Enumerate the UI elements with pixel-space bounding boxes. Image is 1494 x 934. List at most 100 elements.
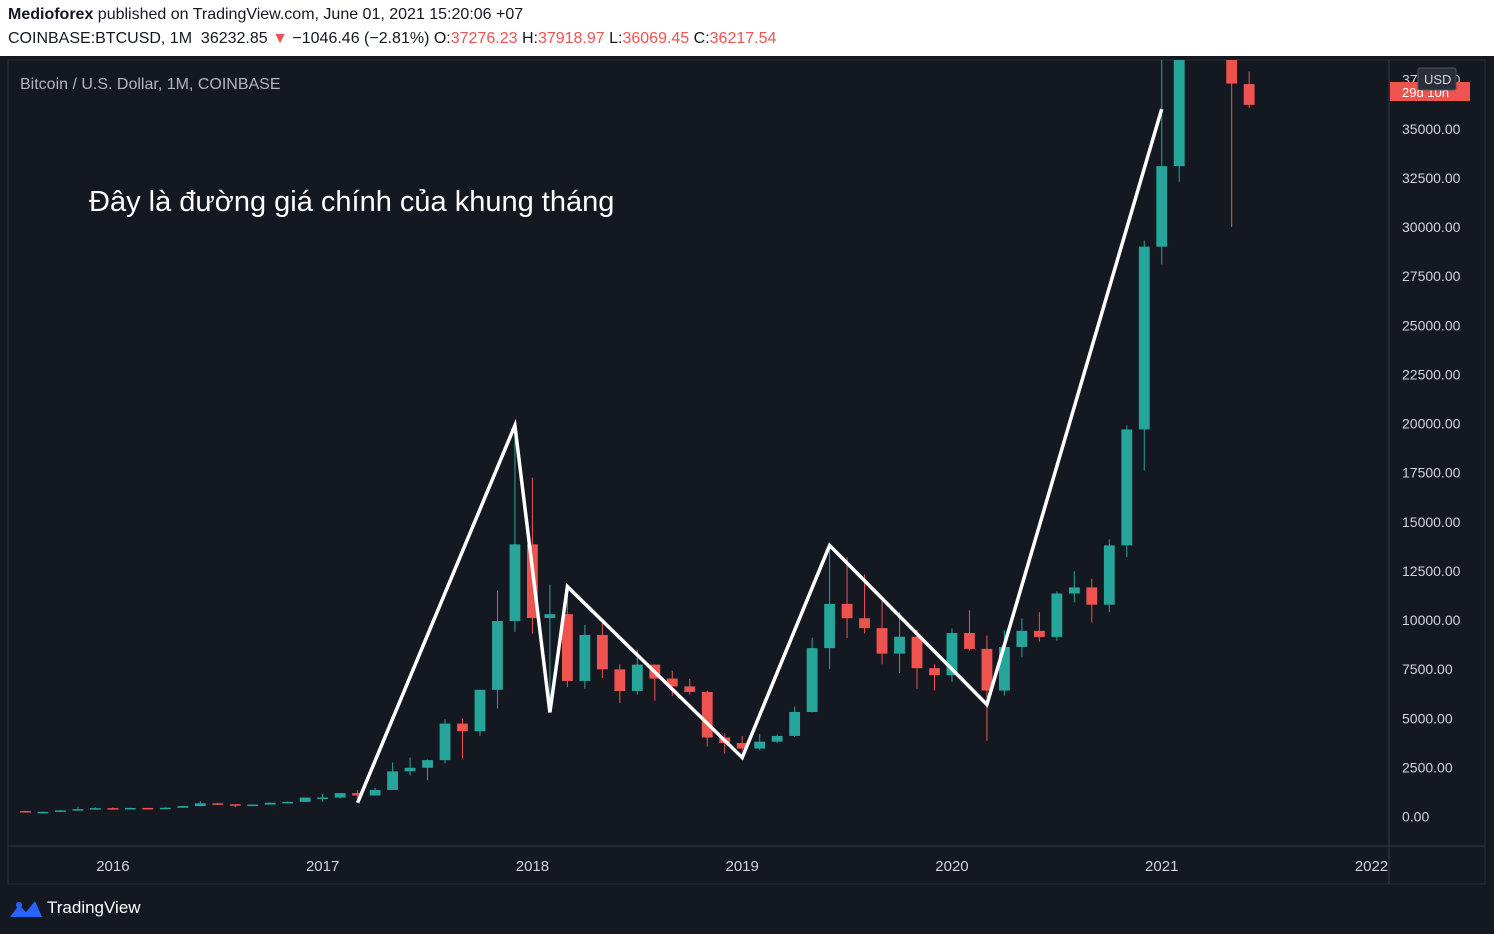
candle <box>1033 612 1045 642</box>
candle-body <box>1121 429 1133 546</box>
candle-body <box>55 810 66 812</box>
candle <box>159 807 171 810</box>
y-tick-label: 32500.00 <box>1402 170 1461 186</box>
candle-body <box>37 811 49 814</box>
candle-body <box>124 807 136 810</box>
candle <box>1243 71 1255 108</box>
candle-body <box>736 743 748 749</box>
candle-body <box>998 646 1010 691</box>
down-arrow-icon: ▼ <box>272 30 288 47</box>
x-tick-label: 2017 <box>306 858 339 875</box>
candle <box>1138 240 1150 471</box>
annotation-text: Đây là đường giá chính của khung tháng <box>89 186 614 218</box>
candle-body <box>194 803 206 807</box>
candle <box>859 574 870 634</box>
candle-body <box>317 797 329 800</box>
candle <box>124 807 136 810</box>
candle-body <box>1138 246 1150 430</box>
price-chart[interactable]: 0.00 2500.00 5000.00 7500.00 10000.00 12500.0… <box>0 56 1494 885</box>
candle-body <box>299 797 311 802</box>
candle-body <box>72 809 84 811</box>
y-tick-label: 22500.00 <box>1402 366 1461 382</box>
candle <box>282 801 294 804</box>
close-label: C: <box>693 30 710 47</box>
candle-body <box>666 678 678 687</box>
candle-body <box>1243 84 1255 105</box>
candle <box>142 807 154 810</box>
candle <box>212 802 224 805</box>
candle <box>544 584 556 699</box>
y-tick-label: 2500.00 <box>1402 759 1453 775</box>
candle-body <box>771 735 783 742</box>
tradingview-brand[interactable]: TradingView <box>47 898 141 917</box>
candle <box>177 805 189 808</box>
y-tick-label: 10000.00 <box>1402 612 1461 628</box>
candle <box>666 670 678 696</box>
candle <box>439 719 451 764</box>
x-tick-label: 2022 <box>1355 858 1388 875</box>
candle-body <box>1016 630 1028 647</box>
candle-body <box>404 767 416 772</box>
chart-title: Bitcoin / U.S. Dollar, 1M, COINBASE <box>20 76 281 93</box>
x-tick-label: 2021 <box>1145 858 1178 875</box>
candle <box>422 759 433 781</box>
x-tick-label: 2018 <box>516 858 549 875</box>
candle-body <box>806 648 818 712</box>
candle-body <box>1051 593 1063 637</box>
candle-body <box>684 686 696 692</box>
candle <box>89 807 101 810</box>
candle-body <box>177 806 189 808</box>
candle-body <box>264 802 276 805</box>
candle <box>1226 60 1238 228</box>
candle <box>492 590 503 709</box>
candle <box>37 811 49 814</box>
candle-body <box>159 807 171 810</box>
tradingview-logo-icon[interactable] <box>8 897 44 921</box>
candle <box>561 586 573 687</box>
candle <box>72 806 84 811</box>
candle-body <box>369 789 381 796</box>
candle-body <box>544 614 556 619</box>
candle-body <box>492 621 503 690</box>
candle-body <box>212 803 224 805</box>
candle-body <box>1033 630 1045 637</box>
candle-body <box>352 793 364 796</box>
candle-body <box>247 804 259 807</box>
candle <box>107 807 119 810</box>
candle <box>55 810 66 812</box>
candle-body <box>841 603 853 619</box>
candle-body <box>20 811 31 813</box>
candle-body <box>107 808 119 810</box>
low-label: L: <box>609 30 623 47</box>
y-tick-label: 17500.00 <box>1402 465 1461 481</box>
candle-body <box>824 603 836 649</box>
candle-body <box>876 628 888 654</box>
candle <box>841 557 853 639</box>
candle <box>20 810 31 813</box>
publisher-name: Medioforex <box>8 6 94 23</box>
candle-body <box>509 544 521 622</box>
high-label: H: <box>521 30 538 47</box>
candle-body <box>387 771 399 790</box>
candle <box>334 792 346 799</box>
candle-body <box>1068 587 1080 594</box>
candle-body <box>964 632 975 649</box>
close-value: 36217.54 <box>709 30 777 47</box>
candle <box>1086 578 1098 623</box>
candle-body <box>701 691 713 738</box>
candle-body <box>754 741 766 749</box>
candle-body <box>789 711 801 736</box>
candle <box>754 733 766 751</box>
y-tick-label: 0.00 <box>1402 809 1429 825</box>
candle-body <box>911 636 923 669</box>
candle <box>317 793 329 802</box>
candle-body <box>946 632 958 676</box>
candle <box>1016 618 1028 658</box>
candle <box>1051 591 1063 641</box>
candle-body <box>1156 166 1168 247</box>
y-tick-label: 12500.00 <box>1402 563 1461 579</box>
published-text: published on TradingView.com, June 01, 2… <box>93 6 524 23</box>
candle-body <box>282 801 294 804</box>
candles-layer <box>20 60 1255 814</box>
candle <box>352 789 364 800</box>
